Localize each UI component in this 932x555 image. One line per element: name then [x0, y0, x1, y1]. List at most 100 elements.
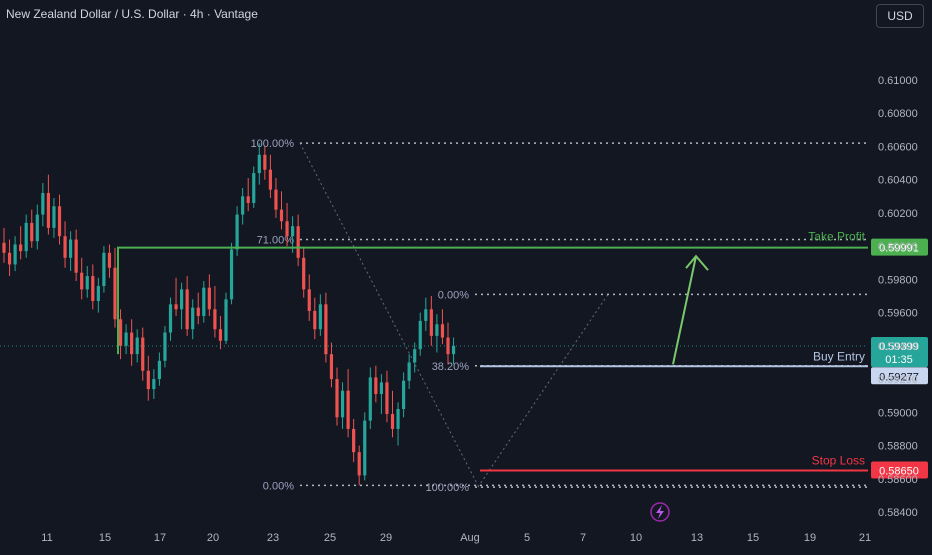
fib1-level-label: 0.00% [263, 480, 294, 492]
take-profit-price-tag [871, 238, 928, 256]
y-tick-label: 0.60000 [878, 241, 918, 253]
candle-body [440, 324, 445, 338]
candle-body [329, 354, 334, 380]
candle-body [385, 382, 389, 414]
candle-body [102, 252, 106, 287]
candle-body [85, 276, 89, 290]
currency-button[interactable]: USD [876, 4, 924, 28]
candle-body [235, 214, 239, 250]
candle-body [318, 304, 322, 330]
candle-body [340, 390, 345, 418]
candle-body [429, 309, 433, 336]
candle-body [63, 236, 67, 258]
candle-body [390, 413, 395, 429]
candle-body [435, 324, 439, 336]
candle-body [196, 307, 200, 316]
projection-arrow-head [685, 254, 709, 271]
candle-body [357, 452, 361, 476]
candle-body [363, 420, 367, 476]
candle-body [218, 329, 223, 341]
candle-body [24, 222, 28, 252]
candle-body [324, 304, 328, 355]
x-tick-label: 13 [691, 532, 703, 544]
trade-levels: Take Profit 0.59991 Buy Entry Stop Loss 0.58… [0, 230, 928, 479]
candle-body [241, 196, 245, 215]
candle-body [335, 379, 339, 418]
stop-loss-price-tag [871, 461, 928, 479]
candle-body [207, 287, 211, 310]
x-tick-label: Aug [460, 532, 480, 544]
x-tick-label: 25 [324, 532, 336, 544]
candle-body [163, 332, 167, 361]
candle-body [413, 349, 417, 363]
candle-body [379, 382, 383, 395]
candle-body [146, 370, 150, 390]
candle-body [35, 214, 39, 242]
y-tick-label: 0.58800 [878, 441, 918, 453]
y-tick-label: 0.59200 [878, 374, 918, 386]
lightning-icon-ring [650, 502, 670, 522]
projection-arrow-shaft [672, 255, 697, 365]
candle-body [202, 287, 206, 316]
candle-body [368, 377, 372, 421]
lightning-icon [650, 502, 670, 522]
stop-loss-label: Stop Loss [812, 453, 865, 467]
candle-body [13, 244, 17, 265]
y-tick-label: 0.59800 [878, 274, 918, 286]
lightning-icon-bolt [656, 505, 664, 519]
y-tick-label: 0.60800 [878, 108, 918, 120]
fib1-trend-line [299, 142, 479, 486]
x-tick-label: 15 [99, 532, 111, 544]
candle-body [118, 319, 123, 346]
candle-body [402, 380, 406, 409]
candle-body [224, 299, 228, 341]
candle-body [180, 289, 184, 310]
candle-body [7, 252, 12, 265]
y-tick-label: 0.58600 [878, 474, 918, 486]
candle-body [2, 242, 6, 253]
stop-loss-price-label: 0.58650 [879, 465, 919, 477]
candle-body [141, 337, 145, 371]
candle-body [307, 289, 311, 311]
candle-body [257, 154, 261, 174]
candle-body [30, 222, 34, 242]
x-tick-label: 10 [630, 532, 642, 544]
take-profit-price-label: 0.59991 [879, 243, 919, 255]
y-tick-label: 0.59000 [878, 407, 918, 419]
candle-body [152, 379, 156, 390]
take-profit-label: Take Profit [808, 230, 865, 244]
y-tick-label: 0.60200 [878, 208, 918, 220]
candle-body [41, 192, 45, 215]
candle-body [57, 206, 62, 237]
candle-body [74, 239, 78, 273]
price-axis: 0.61000 0.60800 0.60600 0.60400 0.60200 0.600… [878, 75, 918, 519]
y-tick-label: 0.59600 [878, 308, 918, 320]
candle-body [424, 309, 428, 321]
candle-body [296, 226, 300, 258]
candle-body [124, 332, 128, 346]
candle-body [191, 307, 195, 330]
candle-body [252, 173, 256, 203]
candle-body [407, 362, 411, 381]
y-tick-label: 0.60600 [878, 141, 918, 153]
candle-body [96, 286, 100, 301]
take-profit-line [117, 246, 868, 355]
candle-body [130, 332, 134, 355]
candle-body [157, 360, 161, 380]
candle-body [374, 377, 378, 395]
candle-body [52, 206, 56, 228]
fib1-level-label: 100.00% [251, 138, 295, 150]
x-tick-label: 5 [524, 532, 530, 544]
x-tick-label: 19 [804, 532, 816, 544]
candle-body [229, 249, 234, 300]
y-tick-label: 0.58400 [878, 507, 918, 519]
fib2-level-label: 100.00% [426, 482, 470, 494]
x-tick-label: 20 [207, 532, 219, 544]
candle-body [185, 289, 189, 330]
candle-body [113, 267, 117, 320]
candle-body [91, 276, 95, 301]
buy-entry-price-label: 0.59277 [879, 371, 919, 383]
candle-body [263, 154, 267, 170]
